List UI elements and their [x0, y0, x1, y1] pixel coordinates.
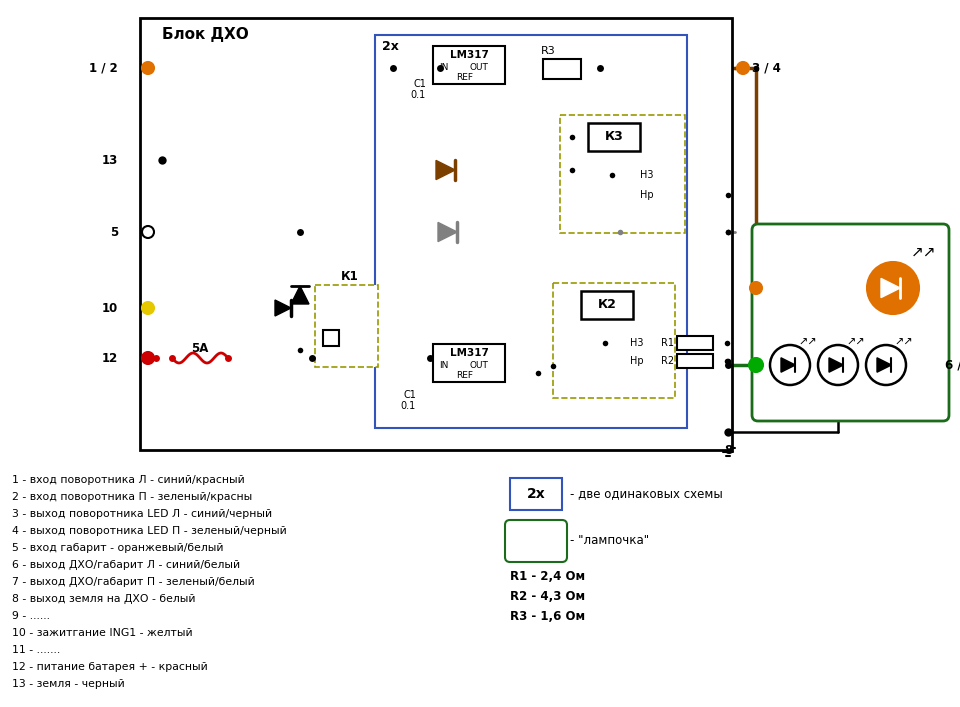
Circle shape: [142, 226, 154, 238]
Circle shape: [142, 62, 154, 74]
Text: 11 - .......: 11 - .......: [12, 645, 60, 655]
Circle shape: [142, 352, 154, 364]
Circle shape: [142, 302, 154, 314]
Circle shape: [750, 282, 762, 294]
Text: ↗↗: ↗↗: [846, 338, 865, 348]
Text: 12 - питание батарея + - красный: 12 - питание батарея + - красный: [12, 662, 207, 672]
Bar: [677, 354, 713, 368]
Polygon shape: [781, 358, 796, 372]
Text: 9 - ......: 9 - ......: [12, 611, 50, 621]
Text: К3: К3: [605, 131, 623, 144]
Text: LM317: LM317: [449, 348, 489, 358]
Bar: [581, 291, 633, 319]
Text: 13 - земля - черный: 13 - земля - черный: [12, 679, 125, 689]
Text: 3 - выход поворотника LED Л - синий/черный: 3 - выход поворотника LED Л - синий/черн…: [12, 509, 272, 519]
Text: 10 - зажитгание ING1 - желтый: 10 - зажитгание ING1 - желтый: [12, 628, 193, 638]
Text: - две одинаковых схемы: - две одинаковых схемы: [570, 488, 723, 501]
Text: R3: R3: [541, 46, 556, 56]
Bar: [560, 115, 685, 233]
Text: 5: 5: [109, 226, 118, 238]
Text: 3 / 4: 3 / 4: [752, 62, 780, 74]
Text: OUT: OUT: [469, 64, 489, 73]
Text: 2x: 2x: [381, 40, 398, 54]
Text: R2: R2: [660, 356, 674, 366]
Polygon shape: [438, 223, 457, 242]
Text: Н3: Н3: [630, 338, 643, 348]
Circle shape: [749, 358, 763, 372]
Bar: [433, 344, 505, 382]
Bar: [433, 46, 505, 84]
Bar: [543, 59, 581, 79]
Text: - "лампочка": - "лампочка": [570, 534, 649, 547]
Text: R3 - 1,6 Ом: R3 - 1,6 Ом: [510, 611, 586, 624]
Text: 10: 10: [102, 301, 118, 315]
Polygon shape: [829, 358, 844, 372]
Bar: [588, 123, 640, 151]
Text: 2 - вход поворотника П - зеленый/красны: 2 - вход поворотника П - зеленый/красны: [12, 492, 252, 502]
Text: IN: IN: [440, 64, 448, 73]
Text: 0.1: 0.1: [400, 401, 416, 411]
Text: Н3: Н3: [640, 170, 654, 180]
Text: R2 - 4,3 Ом: R2 - 4,3 Ом: [510, 590, 586, 604]
Bar: [677, 336, 713, 350]
Polygon shape: [877, 358, 892, 372]
Text: 7 - выход ДХО/габарит П - зеленый/белый: 7 - выход ДХО/габарит П - зеленый/белый: [12, 577, 254, 587]
Text: К1: К1: [341, 271, 359, 284]
Text: ↗↗: ↗↗: [798, 338, 817, 348]
Text: 8: 8: [724, 443, 732, 457]
Circle shape: [737, 62, 749, 74]
Text: 1 / 2: 1 / 2: [89, 62, 118, 74]
Text: LM317: LM317: [449, 50, 489, 60]
Bar: [510, 478, 562, 510]
FancyBboxPatch shape: [505, 520, 567, 562]
Bar: [315, 285, 378, 367]
Text: Нр: Нр: [640, 190, 654, 200]
Bar: [553, 283, 675, 398]
Circle shape: [770, 345, 810, 385]
Text: 13: 13: [102, 153, 118, 167]
Polygon shape: [275, 300, 291, 316]
Bar: [375, 35, 687, 428]
Text: REF: REF: [457, 74, 473, 83]
Text: C1: C1: [413, 79, 426, 89]
Text: 5 - вход габарит - оранжевый/белый: 5 - вход габарит - оранжевый/белый: [12, 543, 224, 553]
Text: Блок ДХО: Блок ДХО: [161, 26, 249, 42]
Text: ↗↗: ↗↗: [911, 245, 937, 259]
Text: 12: 12: [102, 351, 118, 365]
Text: 0.1: 0.1: [411, 90, 426, 100]
Text: REF: REF: [457, 371, 473, 380]
Bar: [323, 330, 339, 346]
FancyBboxPatch shape: [752, 224, 949, 421]
Text: C1: C1: [403, 390, 416, 400]
Text: 4 - выход поворотника LED П - зеленый/черный: 4 - выход поворотника LED П - зеленый/че…: [12, 526, 287, 536]
Bar: [140, 18, 732, 450]
Circle shape: [866, 345, 906, 385]
Text: К2: К2: [597, 298, 616, 312]
Text: OUT: OUT: [469, 361, 489, 370]
Text: R1 - 2,4 Ом: R1 - 2,4 Ом: [510, 571, 586, 583]
Polygon shape: [881, 279, 900, 298]
Text: 2x: 2x: [527, 487, 545, 501]
Text: ↗↗: ↗↗: [894, 338, 913, 348]
Text: 6 / 7: 6 / 7: [945, 358, 960, 371]
Text: 8 - выход земля на ДХО - белый: 8 - выход земля на ДХО - белый: [12, 594, 196, 604]
Circle shape: [818, 345, 858, 385]
Circle shape: [867, 262, 919, 314]
Polygon shape: [436, 160, 455, 180]
Text: 6 - выход ДХО/габарит Л - синий/белый: 6 - выход ДХО/габарит Л - синий/белый: [12, 560, 240, 570]
Text: IN: IN: [440, 361, 448, 370]
Text: 1 - вход поворотника Л - синий/красный: 1 - вход поворотника Л - синий/красный: [12, 475, 245, 485]
Text: R1: R1: [661, 338, 674, 348]
Polygon shape: [291, 286, 309, 304]
Text: Нр: Нр: [630, 356, 643, 366]
Text: 5А: 5А: [191, 341, 208, 354]
